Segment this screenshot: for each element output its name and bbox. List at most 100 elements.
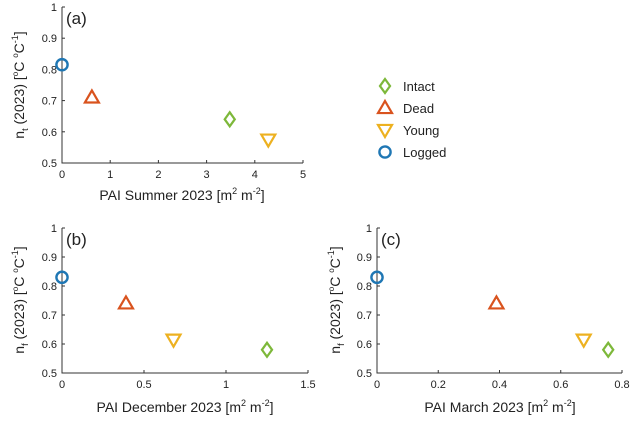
panels: 0 1 2 3 4 5 0.5 0.6 0.7 0.8 0.9 1 (a) PAI Summer 2023… <box>10 2 630 415</box>
label-part: -2 <box>253 186 261 196</box>
y-tick-label: 1 <box>366 223 372 235</box>
y-tick-label: 0.6 <box>42 127 57 139</box>
label-part: C <box>11 273 27 287</box>
label-part: 2 <box>543 398 548 408</box>
y-tick-label: 0.6 <box>357 339 372 351</box>
panel-label: (a) <box>66 9 87 28</box>
label-part: f <box>20 343 30 346</box>
y-tick-label: 0.9 <box>42 252 57 264</box>
label-part: m <box>548 399 564 415</box>
y-tick-label: 0.8 <box>42 281 57 293</box>
x-tick-label: 0.4 <box>492 379 507 391</box>
y-tick-label: 0.8 <box>357 281 372 293</box>
x-axis-label: PAI March 2023 [m2 m-2] <box>424 398 575 415</box>
y-tick-label: 0.6 <box>42 339 57 351</box>
label-part: n <box>11 346 27 354</box>
y-axis-label: nf (2023) [oC oC-1] <box>326 246 346 353</box>
y-axis-label: nt (2023) [oC oC-1] <box>10 31 30 138</box>
label-part: C <box>11 258 27 268</box>
label-part: -2 <box>262 398 270 408</box>
label-part: ] <box>11 31 27 35</box>
data-point-logged <box>55 270 69 285</box>
y-axis-label: nf (2023) [oC oC-1] <box>10 246 30 353</box>
data-point-dead <box>82 88 101 104</box>
label-part: (2023) [ <box>11 76 27 128</box>
label-part: o <box>11 286 20 291</box>
data-point-young <box>574 333 593 349</box>
y-tick-label: 0.5 <box>42 368 57 380</box>
legend-label: Intact <box>403 79 435 94</box>
legend-label: Logged <box>403 145 446 160</box>
label-part: C <box>11 58 27 72</box>
label-part: -1 <box>326 250 336 258</box>
legend-marker-young <box>376 123 394 140</box>
label-part: o <box>11 268 20 273</box>
y-tick-label: 0.5 <box>42 158 57 170</box>
legend-item-young: Young <box>376 123 439 140</box>
x-tick-label: 0.6 <box>553 379 568 391</box>
label-part: o <box>327 268 336 273</box>
y-tick-label: 0.7 <box>42 96 57 108</box>
data-point-logged <box>55 57 69 72</box>
x-axis-label: PAI December 2023 [m2 m-2] <box>97 398 274 415</box>
y-tick-label: 0.8 <box>42 64 57 76</box>
y-tick-label: 0.9 <box>357 252 372 264</box>
label-part: ] <box>572 399 576 415</box>
y-tick-label: 0.5 <box>357 368 372 380</box>
data-point-intact <box>260 340 274 359</box>
x-tick-label: 0.2 <box>431 379 446 391</box>
label-part: m <box>246 399 262 415</box>
label-part: PAI December 2023 [m <box>97 399 241 415</box>
x-tick-label: 0 <box>59 379 65 391</box>
label-part: (2023) [ <box>327 291 343 343</box>
legend-marker-intact <box>378 77 392 95</box>
x-tick-label: 3 <box>204 169 210 181</box>
legend-label: Young <box>403 123 439 138</box>
legend-item-logged: Logged <box>378 145 446 160</box>
x-tick-label: 0 <box>59 169 65 181</box>
panel-label: (c) <box>381 230 401 249</box>
data-point-intact <box>601 340 615 359</box>
x-tick-label: 1.5 <box>300 379 315 391</box>
x-tick-label: 5 <box>300 169 306 181</box>
label-part: 2 <box>241 398 246 408</box>
label-part: m <box>237 187 253 203</box>
axes-frame <box>61 7 303 164</box>
x-tick-label: 0.8 <box>614 379 629 391</box>
data-point-young <box>164 333 183 349</box>
panel-label: (b) <box>66 230 87 249</box>
x-tick-label: 1 <box>107 169 113 181</box>
panel-b: 0 0.5 1 1.50.50.60.70.80.91(b)PAI December … <box>10 223 316 415</box>
label-part: -1 <box>10 250 20 258</box>
label-part: C <box>327 258 343 268</box>
label-part: -2 <box>564 398 572 408</box>
legend-item-dead: Dead <box>376 98 434 116</box>
y-tick-label: 1 <box>51 2 57 14</box>
panel-c: 0 0.2 0.4 0.6 0.8 0.5 0.6 0.7 0.8 0.9 1 (c) PAI Marc… <box>326 223 630 415</box>
label-part: C <box>327 273 343 287</box>
label-part: ] <box>270 399 274 415</box>
label-part: t <box>20 128 30 131</box>
label-part: f <box>336 343 346 346</box>
panel-a: 0 1 2 3 4 5 0.5 0.6 0.7 0.8 0.9 1 (a) PAI Summer 2023… <box>10 2 306 203</box>
legend: Intact Dead Young Logged <box>376 77 446 160</box>
label-part: C <box>11 43 27 53</box>
label-part: PAI Summer 2023 [m <box>99 187 232 203</box>
label-part: ] <box>327 246 343 250</box>
label-part: -1 <box>10 35 20 43</box>
label-part: o <box>11 53 20 58</box>
legend-label: Dead <box>403 101 434 116</box>
label-part: (2023) [ <box>11 291 27 343</box>
x-tick-label: 4 <box>252 169 258 181</box>
legend-marker-dead <box>376 98 394 115</box>
y-tick-label: 0.7 <box>357 310 372 322</box>
data-point-dead <box>487 294 506 310</box>
y-tick-label: 1 <box>51 223 57 235</box>
legend-item-intact: Intact <box>378 77 435 95</box>
data-point-intact <box>223 110 237 129</box>
label-part: ] <box>261 187 265 203</box>
label-part: PAI March 2023 [m <box>424 399 543 415</box>
data-point-young <box>259 133 278 149</box>
x-tick-label: 0.5 <box>136 379 151 391</box>
